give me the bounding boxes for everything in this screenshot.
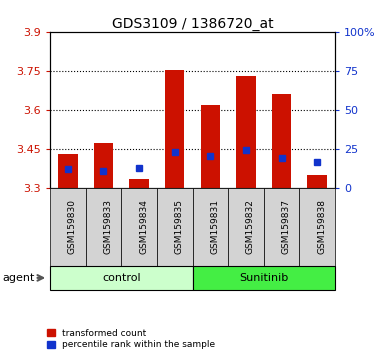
Text: GSM159832: GSM159832 xyxy=(246,199,255,254)
Bar xyxy=(58,154,78,188)
Text: GSM159833: GSM159833 xyxy=(104,199,112,254)
Bar xyxy=(272,94,291,188)
Bar xyxy=(94,143,113,188)
Title: GDS3109 / 1386720_at: GDS3109 / 1386720_at xyxy=(112,17,273,31)
Text: agent: agent xyxy=(2,273,35,283)
Text: GSM159834: GSM159834 xyxy=(139,199,148,254)
Text: GSM159838: GSM159838 xyxy=(317,199,326,254)
Bar xyxy=(129,178,149,188)
Text: Sunitinib: Sunitinib xyxy=(239,273,288,283)
Bar xyxy=(201,104,220,188)
Bar xyxy=(236,76,256,188)
Text: GSM159837: GSM159837 xyxy=(281,199,291,254)
Bar xyxy=(307,175,327,188)
Bar xyxy=(165,69,184,188)
Text: GSM159835: GSM159835 xyxy=(175,199,184,254)
Text: control: control xyxy=(102,273,141,283)
Text: GSM159831: GSM159831 xyxy=(210,199,219,254)
Text: GSM159830: GSM159830 xyxy=(68,199,77,254)
Legend: transformed count, percentile rank within the sample: transformed count, percentile rank withi… xyxy=(47,329,215,349)
